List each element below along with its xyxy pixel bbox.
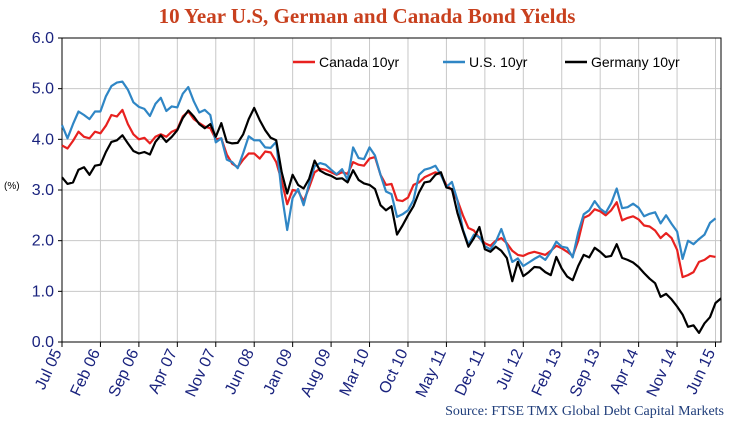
chart-grid	[61, 37, 721, 343]
x-tick-label: Sep 06	[106, 346, 143, 399]
source-note: Source: FTSE TMX Global Debt Capital Mar…	[445, 404, 724, 419]
x-tick-label: Jun 08	[222, 346, 258, 397]
y-tick-label: 1.0	[32, 283, 54, 300]
chart-title: 10 Year U.S, German and Canada Bond Yiel…	[158, 4, 576, 28]
series-line-germany-10yr	[61, 106, 722, 334]
x-tick-label: Apr 14	[607, 346, 642, 396]
y-tick-label: 5.0	[32, 81, 54, 98]
series-lines	[60, 80, 722, 334]
x-tick-label: Feb 13	[529, 346, 566, 398]
x-tick-label: Jul 12	[493, 346, 526, 392]
x-axis-ticks: Jul 05 Feb 06 Sep 06 Apr 07 Nov 07 Jun 08 Jan …	[32, 342, 719, 400]
legend-label: U.S. 10yr	[469, 54, 528, 70]
x-tick-label: Aug 09	[298, 346, 335, 399]
x-tick-label: Nov 07	[183, 346, 220, 399]
legend-label: Germany 10yr	[591, 54, 680, 70]
x-tick-label: Jun 15	[683, 346, 719, 397]
x-tick-label: May 11	[413, 346, 450, 400]
x-tick-label: Dec 11	[452, 346, 488, 398]
legend: Canada 10yr U.S. 10yr Germany 10yr	[293, 54, 680, 70]
y-tick-label: 4.0	[32, 131, 54, 148]
series-line-canada-10yr	[61, 108, 716, 279]
x-tick-label: Jul 05	[32, 346, 65, 392]
y-axis-ticks: 0.0 1.0 2.0 3.0 4.0 5.0 6.0	[32, 30, 62, 351]
y-tick-label: 0.0	[32, 334, 54, 351]
y-tick-label: 2.0	[32, 233, 54, 250]
y-axis-label: (%)	[4, 181, 20, 192]
legend-label: Canada 10yr	[319, 54, 400, 70]
x-tick-label: Feb 06	[68, 346, 105, 398]
x-tick-label: Nov 14	[644, 346, 681, 399]
series-line-u-s-10yr	[60, 80, 717, 268]
x-tick-label: Sep 13	[567, 346, 604, 399]
x-tick-label: Oct 10	[376, 346, 411, 396]
x-tick-label: Apr 07	[146, 346, 181, 396]
x-tick-label: Jan 09	[261, 346, 297, 397]
y-tick-label: 6.0	[32, 30, 54, 47]
y-tick-label: 3.0	[32, 182, 54, 199]
x-tick-label: Mar 10	[337, 346, 373, 398]
